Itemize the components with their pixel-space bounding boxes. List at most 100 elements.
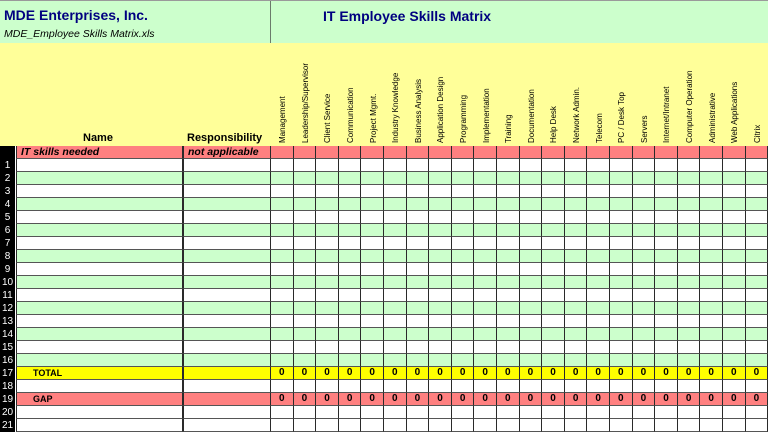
skill-cell[interactable] [338,341,362,354]
skill-cell[interactable] [655,237,678,250]
skill-cell[interactable] [293,211,317,224]
row-number[interactable]: 8 [0,250,15,263]
skill-cell[interactable] [451,198,475,211]
skill-cell[interactable] [384,185,407,198]
skill-cell[interactable] [745,146,768,159]
skill-cell[interactable] [700,289,723,302]
skill-cell[interactable] [429,341,452,354]
skill-cell[interactable] [361,198,384,211]
skill-cell[interactable] [384,419,407,432]
skill-cell[interactable] [745,237,768,250]
column-header-skill[interactable]: Management [271,43,294,146]
skill-cell[interactable] [542,237,565,250]
responsibility-cell[interactable] [183,406,271,419]
skill-cell[interactable] [384,224,407,237]
name-cell[interactable] [16,211,183,224]
skill-cell[interactable] [361,250,384,263]
row-number[interactable]: 21 [0,419,15,432]
skill-cell[interactable] [338,380,362,393]
skill-cell[interactable] [406,328,430,341]
skill-cell[interactable]: 0 [564,367,588,380]
skill-cell[interactable] [542,289,565,302]
skill-cell[interactable]: 0 [542,367,565,380]
skill-cell[interactable] [361,172,384,185]
skill-cell[interactable] [271,159,294,172]
skill-cell[interactable] [271,146,294,159]
skill-cell[interactable] [542,172,565,185]
responsibility-cell[interactable] [183,276,271,289]
skill-cell[interactable]: 0 [429,367,452,380]
skill-cell[interactable] [745,224,768,237]
skill-cell[interactable] [406,302,430,315]
skill-cell[interactable] [497,250,520,263]
skill-cell[interactable] [316,237,339,250]
skill-cell[interactable] [474,315,497,328]
skill-cell[interactable] [474,328,497,341]
skill-cell[interactable] [384,289,407,302]
skill-cell[interactable]: 0 [384,367,407,380]
skill-cell[interactable] [723,380,746,393]
skill-cell[interactable] [361,419,384,432]
skill-cell[interactable] [316,224,339,237]
skill-cell[interactable] [451,354,475,367]
column-header-skill[interactable]: Network Admin. [565,43,588,146]
skill-cell[interactable] [745,289,768,302]
skill-cell[interactable]: 0 [677,367,701,380]
row-number[interactable]: 9 [0,263,15,276]
name-cell[interactable] [16,224,183,237]
skill-cell[interactable] [564,146,588,159]
skill-cell[interactable] [497,263,520,276]
skill-cell[interactable]: 0 [519,393,543,406]
skill-cell[interactable]: 0 [519,367,543,380]
skill-cell[interactable] [293,159,317,172]
skill-cell[interactable] [723,406,746,419]
name-cell[interactable] [16,250,183,263]
skill-cell[interactable]: 0 [316,367,339,380]
skill-cell[interactable] [542,159,565,172]
skill-cell[interactable] [610,419,633,432]
skill-cell[interactable] [474,224,497,237]
skill-cell[interactable] [429,172,452,185]
skill-cell[interactable] [610,159,633,172]
skill-cell[interactable] [700,341,723,354]
skill-cell[interactable] [406,354,430,367]
skill-cell[interactable]: 0 [587,393,610,406]
skill-cell[interactable] [610,354,633,367]
skill-cell[interactable] [384,198,407,211]
skill-cell[interactable] [677,159,701,172]
skill-cell[interactable] [610,211,633,224]
skill-cell[interactable] [474,185,497,198]
skill-cell[interactable] [384,328,407,341]
skill-cell[interactable] [406,172,430,185]
row-number[interactable]: 20 [0,406,15,419]
skill-cell[interactable] [497,146,520,159]
responsibility-cell[interactable] [183,393,271,406]
skill-cell[interactable] [745,328,768,341]
skill-cell[interactable] [338,354,362,367]
skill-cell[interactable] [745,211,768,224]
skill-cell[interactable] [474,237,497,250]
column-header-skill[interactable]: Help Desk [542,43,565,146]
row-number[interactable]: 1 [0,159,15,172]
skill-cell[interactable] [384,380,407,393]
skill-cell[interactable] [677,211,701,224]
skill-cell[interactable] [519,198,543,211]
skill-cell[interactable] [745,354,768,367]
skill-cell[interactable] [474,172,497,185]
skill-cell[interactable] [632,354,656,367]
column-header-name[interactable]: Name [83,132,113,144]
skill-cell[interactable] [384,263,407,276]
skill-cell[interactable] [655,263,678,276]
skill-cell[interactable] [723,263,746,276]
skill-cell[interactable] [519,419,543,432]
responsibility-cell[interactable] [183,250,271,263]
skill-cell[interactable] [338,185,362,198]
skill-cell[interactable] [316,354,339,367]
skill-cell[interactable] [745,302,768,315]
skill-cell[interactable] [338,315,362,328]
skill-cell[interactable] [723,276,746,289]
skill-cell[interactable] [429,406,452,419]
skill-cell[interactable] [271,211,294,224]
skill-cell[interactable] [542,224,565,237]
skill-cell[interactable] [293,172,317,185]
